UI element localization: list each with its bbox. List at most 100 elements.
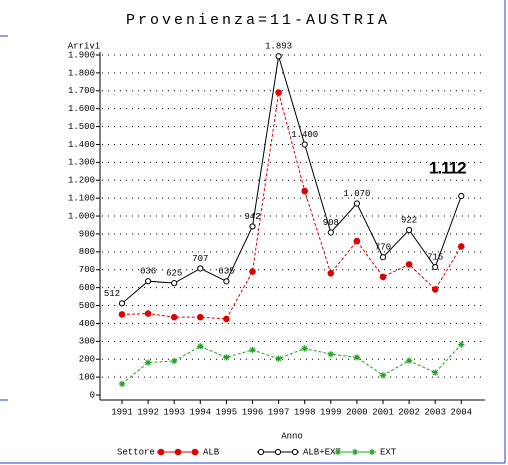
- data-label: 908: [323, 218, 339, 228]
- legend-title: Settore: [117, 447, 155, 457]
- x-axis-label: Anno: [281, 431, 303, 441]
- marker: [275, 53, 282, 60]
- marker: [144, 359, 152, 366]
- y-tick-label: 400: [79, 319, 95, 329]
- marker: [197, 313, 204, 321]
- y-tick-label: 1.700: [68, 86, 95, 96]
- legend-marker: [274, 448, 282, 456]
- y-tick-label: 200: [79, 355, 95, 365]
- marker: [406, 226, 413, 234]
- y-tick-label: 1.000: [68, 211, 95, 221]
- marker: [249, 268, 256, 275]
- marker: [118, 311, 126, 318]
- marker: [223, 315, 230, 323]
- marker: [301, 141, 308, 148]
- marker: [458, 243, 465, 250]
- marker: [275, 355, 282, 362]
- marker: [379, 273, 387, 281]
- x-tick-label: 2001: [372, 407, 394, 417]
- marker: [327, 229, 334, 236]
- marker: [118, 380, 126, 388]
- marker: [275, 89, 282, 96]
- y-tick-label: 0: [90, 390, 95, 400]
- y-tick-label: 1.400: [68, 140, 95, 150]
- x-tick-label: 1999: [320, 407, 342, 417]
- chart-title: Provenienza=11-AUSTRIA: [126, 12, 390, 29]
- marker: [144, 310, 152, 317]
- marker: [171, 357, 178, 365]
- x-tick-label: 1996: [242, 407, 264, 417]
- y-tick-label: 1.300: [68, 158, 95, 168]
- y-tick-label: 500: [79, 301, 95, 311]
- x-tick-label: 1994: [189, 407, 211, 417]
- x-tick-label: 1997: [268, 407, 290, 417]
- legend-marker: [191, 448, 199, 456]
- marker: [432, 263, 439, 271]
- marker: [431, 286, 439, 293]
- marker: [249, 346, 256, 354]
- legend-marker: [257, 448, 265, 456]
- x-tick-label: 1995: [216, 407, 238, 417]
- marker: [145, 278, 152, 285]
- legend-label: ALB: [203, 447, 220, 457]
- data-label: 636: [140, 267, 156, 277]
- marker: [327, 351, 334, 358]
- data-label: 625: [166, 269, 182, 279]
- marker: [301, 345, 308, 352]
- marker: [327, 270, 335, 277]
- y-axis-label: Arrivi: [68, 41, 100, 51]
- marker: [353, 354, 361, 361]
- data-label: 1.400: [291, 130, 318, 140]
- legend-marker: [174, 448, 182, 456]
- marker: [379, 372, 387, 379]
- marker: [301, 187, 309, 195]
- data-label: 942: [244, 212, 260, 222]
- y-tick-label: 1.600: [68, 104, 95, 114]
- data-label: 635: [218, 267, 234, 277]
- series-line: [121, 344, 462, 385]
- legend-marker: [291, 448, 299, 456]
- x-tick-label: 1992: [137, 407, 159, 417]
- x-tick-label: 1993: [163, 407, 185, 417]
- data-label: 1.112: [429, 158, 466, 177]
- marker: [353, 200, 360, 207]
- y-tick-label: 700: [79, 265, 95, 275]
- legend-marker: [368, 448, 376, 456]
- y-tick-label: 100: [79, 372, 95, 382]
- marker: [170, 313, 178, 321]
- data-label: 922: [401, 215, 417, 225]
- y-tick-label: 900: [79, 229, 95, 239]
- y-tick-label: 1.500: [68, 122, 95, 132]
- data-label: 707: [192, 254, 208, 264]
- marker: [405, 357, 413, 364]
- legend-marker: [334, 448, 342, 456]
- marker: [353, 237, 361, 245]
- marker: [197, 343, 204, 350]
- data-label: 770: [375, 243, 391, 253]
- legend-label: ALB+EXT: [303, 447, 341, 457]
- marker: [171, 280, 178, 287]
- y-tick-label: 1.100: [68, 194, 95, 204]
- marker: [223, 354, 230, 361]
- marker: [197, 265, 204, 272]
- legend-marker: [351, 448, 359, 456]
- marker: [458, 192, 465, 200]
- x-tick-label: 1991: [111, 407, 133, 417]
- y-tick-label: 800: [79, 247, 95, 257]
- data-label: 512: [104, 289, 120, 299]
- marker: [118, 300, 126, 307]
- x-tick-label: 2000: [346, 407, 368, 417]
- x-tick-label: 2004: [450, 407, 472, 417]
- y-tick-label: 1.900: [68, 50, 95, 60]
- marker: [432, 369, 439, 376]
- series-line: [121, 92, 462, 320]
- data-label: 1.070: [343, 189, 370, 199]
- y-tick-label: 600: [79, 283, 95, 293]
- data-label: 1.893: [265, 42, 292, 52]
- marker: [249, 223, 256, 230]
- x-tick-label: 2003: [424, 407, 446, 417]
- y-tick-label: 1.800: [68, 68, 95, 78]
- marker: [458, 341, 465, 348]
- y-tick-label: 300: [79, 337, 95, 347]
